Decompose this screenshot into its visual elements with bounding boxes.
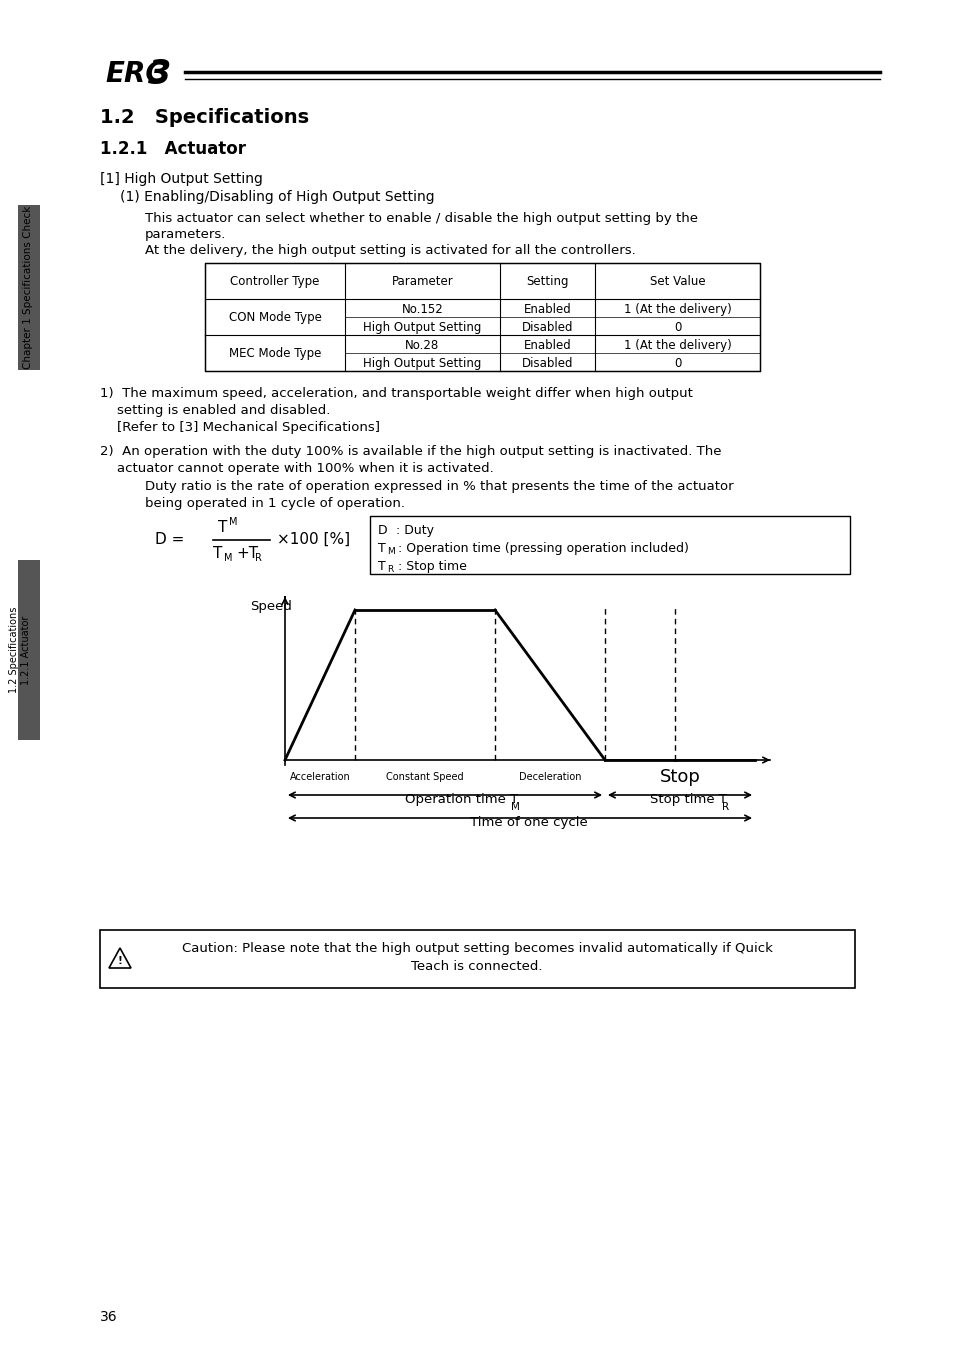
Text: High Output Setting: High Output Setting [363,356,481,370]
Text: R: R [254,554,262,563]
Text: Setting: Setting [526,275,568,288]
Text: M: M [224,554,233,563]
Text: : Duty: : Duty [392,524,434,537]
Text: M: M [387,547,395,556]
Text: Deceleration: Deceleration [518,772,580,782]
Text: 1 (At the delivery): 1 (At the delivery) [623,302,731,316]
Bar [100,930,854,988]
Text: T: T [218,520,227,535]
Text: No.28: No.28 [405,339,439,352]
Text: Stop time T: Stop time T [649,792,726,806]
Text: Acceleration: Acceleration [290,772,350,782]
Text: actuator cannot operate with 100% when it is activated.: actuator cannot operate with 100% when i… [100,462,494,475]
Text: 1.2.1   Actuator: 1.2.1 Actuator [100,140,246,158]
Text: [Refer to [3] Mechanical Specifications]: [Refer to [3] Mechanical Specifications] [100,421,379,433]
Text: Caution: Please note that the high output setting becomes invalid automatically : Caution: Please note that the high outpu… [181,942,772,954]
Text: T: T [213,545,222,560]
Bar [205,263,760,371]
Text: Stop: Stop [659,768,700,786]
Text: Enabled: Enabled [523,302,571,316]
Text: T: T [377,560,385,572]
Text: !: ! [117,956,122,967]
Text: ×100 [%]: ×100 [%] [276,532,350,547]
Text: 1 (At the delivery): 1 (At the delivery) [623,339,731,352]
Text: 1)  The maximum speed, acceleration, and transportable weight differ when high o: 1) The maximum speed, acceleration, and … [100,387,692,400]
Text: Operation time T: Operation time T [405,792,517,806]
Text: Teach is connected.: Teach is connected. [411,960,542,973]
Bar [18,205,40,370]
Text: 1.2.1 Actuator: 1.2.1 Actuator [21,616,30,684]
Text: ERC: ERC [105,59,166,88]
Text: 3: 3 [148,58,172,90]
Text: M: M [511,802,519,811]
Text: Controller Type: Controller Type [230,275,319,288]
Text: : Operation time (pressing operation included): : Operation time (pressing operation inc… [394,541,688,555]
Text: Disabled: Disabled [521,321,573,333]
Text: R: R [721,802,728,811]
Text: This actuator can select whether to enable / disable the high output setting by : This actuator can select whether to enab… [145,212,698,225]
Text: Speed: Speed [250,599,292,613]
Text: Enabled: Enabled [523,339,571,352]
Text: parameters.: parameters. [145,228,226,242]
Text: Duty ratio is the rate of operation expressed in % that presents the time of the: Duty ratio is the rate of operation expr… [145,481,733,493]
Text: being operated in 1 cycle of operation.: being operated in 1 cycle of operation. [145,497,405,510]
Text: +T: +T [235,545,258,560]
Text: Disabled: Disabled [521,356,573,370]
Text: CON Mode Type: CON Mode Type [229,310,321,324]
Text: Parameter: Parameter [392,275,453,288]
Text: 36: 36 [100,1310,117,1324]
Text: Set Value: Set Value [649,275,704,288]
Bar [370,516,849,574]
Text: M: M [229,517,237,526]
Text: R: R [387,566,393,574]
Text: MEC Mode Type: MEC Mode Type [229,347,321,360]
Text: At the delivery, the high output setting is activated for all the controllers.: At the delivery, the high output setting… [145,244,635,256]
Text: setting is enabled and disabled.: setting is enabled and disabled. [100,404,330,417]
Text: T: T [377,541,385,555]
Text: High Output Setting: High Output Setting [363,321,481,333]
Text: Constant Speed: Constant Speed [386,772,463,782]
Text: D =: D = [154,532,184,547]
Text: (1) Enabling/Disabling of High Output Setting: (1) Enabling/Disabling of High Output Se… [120,190,435,204]
Text: 0: 0 [673,356,680,370]
Text: 2)  An operation with the duty 100% is available if the high output setting is i: 2) An operation with the duty 100% is av… [100,446,720,458]
Text: Chapter 1 Specifications Check: Chapter 1 Specifications Check [23,205,33,369]
Text: D: D [377,524,387,537]
Text: 1.2 Specifications: 1.2 Specifications [9,606,19,693]
Text: : Stop time: : Stop time [394,560,466,572]
Text: 0: 0 [673,321,680,333]
Text: [1] High Output Setting: [1] High Output Setting [100,171,263,186]
Bar [18,560,40,740]
Text: 1.2   Specifications: 1.2 Specifications [100,108,309,127]
Text: No.152: No.152 [401,302,443,316]
Text: Time of one cycle: Time of one cycle [470,815,587,829]
